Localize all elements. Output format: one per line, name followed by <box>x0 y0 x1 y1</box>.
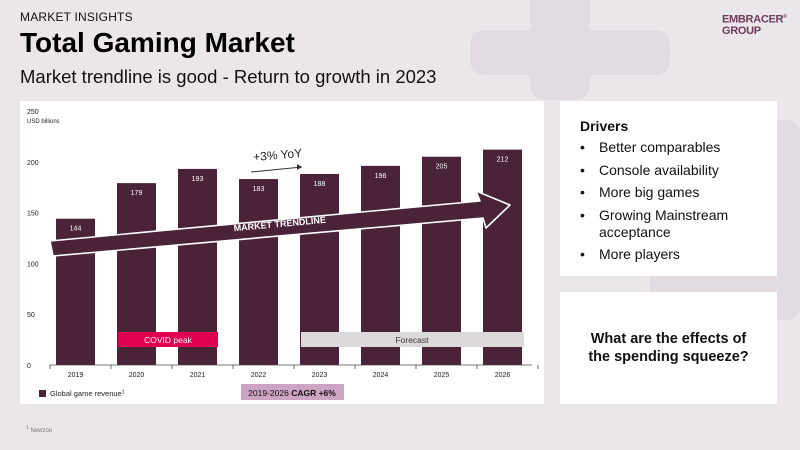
logo-line1: EMBRACER <box>722 13 784 26</box>
market-chart: 0 50 100 150 200 250 USD billions 144 2019 179 202… <box>27 109 539 400</box>
trendline-arrow <box>49 190 511 257</box>
forecast-box <box>301 332 524 347</box>
bar <box>239 179 278 365</box>
bar <box>422 156 461 365</box>
bar-value-label: 144 <box>70 226 82 233</box>
background-decoration <box>470 30 670 75</box>
footnote: 1 Newzoo <box>26 425 52 434</box>
bar-value-label: 205 <box>436 164 448 171</box>
driver-item: More big games <box>580 184 770 201</box>
logo-line2: GROUP <box>722 24 761 37</box>
cagr-period: 2019-2026 <box>248 388 291 398</box>
forecast-label: Forecast <box>395 335 429 345</box>
page-subtitle: Market trendline is good - Return to gro… <box>20 66 437 87</box>
cagr-label: 2019-2026 CAGR +6% <box>248 388 336 398</box>
bar-value-label: 193 <box>192 176 204 183</box>
bar-value-label: 179 <box>131 190 143 197</box>
bar-value-label: 212 <box>497 157 509 164</box>
drivers-title: Drivers <box>580 118 629 134</box>
y-tick-label: 200 <box>27 160 39 167</box>
x-tick-label: 2022 <box>251 372 267 379</box>
logo-registered-mark: ® <box>783 14 787 20</box>
chart-card: 0 50 100 150 200 250 USD billions 144 2019 179 202… <box>20 101 544 404</box>
question-text: What are the effects of the spending squ… <box>588 331 749 365</box>
y-tick-label: 150 <box>27 211 39 218</box>
legend-label: Global game revenue1 <box>50 389 125 398</box>
x-tick-label: 2023 <box>312 372 328 379</box>
legend-footnote-marker: 1 <box>122 390 125 396</box>
page-title: Total Gaming Market <box>20 27 295 58</box>
y-tick-label: 250 <box>27 109 39 116</box>
driver-item: Console availability <box>580 162 770 179</box>
driver-item: Better comparables <box>580 139 770 156</box>
bar <box>361 165 400 365</box>
legend-swatch <box>39 390 46 397</box>
covid-peak-label: COVID peak <box>144 335 192 345</box>
yoy-arrow-head <box>297 164 302 170</box>
yoy-arrow-line <box>250 166 303 173</box>
bar <box>483 149 522 365</box>
y-tick-label: 50 <box>27 312 35 319</box>
bar-value-label: 196 <box>375 173 387 180</box>
question-card: What are the effects of the spending squ… <box>560 292 777 404</box>
bar-value-label: 188 <box>314 181 326 188</box>
driver-item: More players <box>580 246 770 263</box>
driver-item: Growing Mainstream acceptance <box>580 207 770 241</box>
drivers-list: Better comparables Console availability … <box>580 139 770 269</box>
x-tick-label: 2019 <box>68 372 84 379</box>
x-tick-label: 2026 <box>495 372 511 379</box>
cagr-badge <box>241 384 344 400</box>
x-tick-label: 2020 <box>129 372 145 379</box>
x-tick-label: 2025 <box>434 372 450 379</box>
footnote-text: Newzoo <box>30 428 53 434</box>
section-kicker: MARKET INSIGHTS <box>20 10 133 24</box>
company-logo: EMBRACER® GROUP <box>722 12 792 37</box>
covid-peak-box <box>118 332 218 347</box>
y-axis-label: USD billions <box>27 119 60 125</box>
x-tick-label: 2024 <box>373 372 389 379</box>
y-tick-label: 100 <box>27 261 39 268</box>
x-tick-label: 2021 <box>190 372 206 379</box>
drivers-card: Drivers Better comparables Console avail… <box>560 101 777 276</box>
yoy-label: +3% YoY <box>253 146 303 164</box>
cagr-value: CAGR +6% <box>291 388 336 398</box>
footnote-marker: 1 <box>26 425 29 431</box>
y-tick-label: 0 <box>27 363 31 370</box>
bar-value-label: 183 <box>253 186 265 193</box>
